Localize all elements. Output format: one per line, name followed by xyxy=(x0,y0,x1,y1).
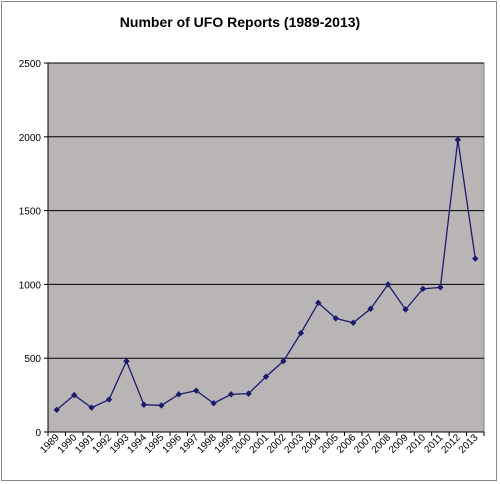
data-point-1995 xyxy=(158,402,165,409)
data-point-2010 xyxy=(419,285,427,293)
x-axis-tick-labels: 1989199019911992199319941995199619971998… xyxy=(38,432,485,456)
data-point-1999 xyxy=(227,391,235,398)
data-point-2000 xyxy=(245,390,252,397)
data-point-2012 xyxy=(454,136,462,143)
y-tick-label-2000: 2000 xyxy=(19,133,42,144)
gridlines xyxy=(48,62,484,359)
data-point-2002 xyxy=(280,357,287,365)
data-point-2003 xyxy=(297,329,305,337)
data-point-2001 xyxy=(262,373,270,380)
y-tick-label-1500: 1500 xyxy=(19,207,42,218)
plot-area xyxy=(47,62,485,433)
data-point-1994 xyxy=(140,401,148,408)
data-point-markers xyxy=(53,136,479,414)
data-point-1996 xyxy=(175,391,182,398)
data-point-1992 xyxy=(105,396,113,403)
data-point-1997 xyxy=(193,387,200,394)
data-point-2005 xyxy=(332,315,339,322)
data-point-1990 xyxy=(70,391,78,399)
data-point-2009 xyxy=(402,306,409,313)
data-point-1991 xyxy=(88,404,95,411)
data-point-2013 xyxy=(472,255,479,262)
y-tick-label-2500: 2500 xyxy=(19,59,42,70)
chart-title: Number of UFO Reports (1989-2013) xyxy=(120,14,360,30)
y-tick-label-0: 0 xyxy=(35,428,41,439)
x-tick-label-2013: 2013 xyxy=(457,432,481,456)
data-point-2011 xyxy=(437,284,444,291)
data-point-2006 xyxy=(350,319,357,326)
y-tick-label-1000: 1000 xyxy=(19,280,42,291)
data-point-2007 xyxy=(367,305,374,312)
y-axis-tick-labels: 0 500 1000 1500 2000 2500 xyxy=(19,59,48,439)
data-point-2008 xyxy=(384,281,392,288)
axes xyxy=(47,63,484,433)
y-tick-label-500: 500 xyxy=(24,354,41,365)
data-point-2004 xyxy=(315,299,322,307)
data-point-1993 xyxy=(123,357,130,365)
data-point-1998 xyxy=(210,400,217,407)
data-point-1989 xyxy=(53,406,60,414)
